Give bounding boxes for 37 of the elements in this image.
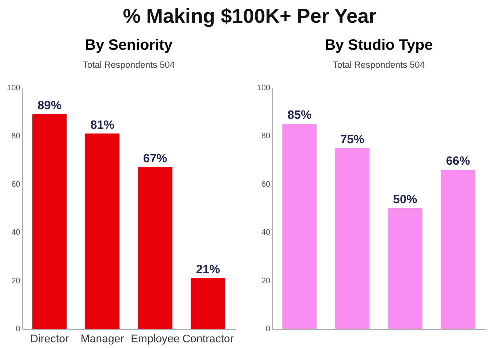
data-label: 75% (340, 132, 365, 146)
chart-subtitle: Total Respondents 504 (82, 60, 176, 70)
chart-title: By Seniority (85, 37, 174, 54)
y-tick-label: 100 (257, 84, 272, 92)
chart-subtitle: Total Respondents 504 (332, 60, 426, 70)
data-label: 50% (393, 192, 418, 206)
chart-title: By Studio Type (324, 37, 434, 54)
y-tick-label: 40 (262, 228, 272, 238)
bar (388, 208, 423, 329)
y-tick-label: 0 (266, 324, 272, 334)
data-label: 67% (143, 152, 168, 166)
y-tick-label: 40 (12, 228, 22, 238)
x-tick-label: Contractor (182, 334, 234, 346)
y-tick-label: 60 (12, 180, 22, 189)
y-tick-label: 20 (12, 276, 22, 286)
y-tick-label: 80 (12, 132, 22, 141)
y-tick-label: 100 (7, 84, 22, 92)
bar (282, 124, 317, 329)
bar (138, 168, 173, 329)
text: % Making $100K+ Per Year (122, 5, 378, 30)
bar (441, 170, 476, 329)
y-tick-label: 0 (16, 324, 22, 334)
data-label: 81% (90, 118, 115, 132)
y-tick-label: 60 (262, 180, 272, 189)
bar (191, 278, 226, 329)
x-tick-label: Director (30, 334, 70, 346)
data-label: 85% (288, 108, 312, 122)
bar (32, 114, 67, 329)
y-tick-label: 80 (262, 132, 272, 141)
y-tick-label: 20 (262, 276, 272, 286)
bar (85, 134, 120, 329)
x-tick-label: Employee (130, 334, 180, 346)
bar (335, 148, 370, 329)
data-label: 89% (38, 98, 62, 113)
x-tick-label: Manager (80, 334, 125, 346)
data-label: 66% (446, 154, 471, 168)
data-label: 21% (196, 262, 221, 276)
